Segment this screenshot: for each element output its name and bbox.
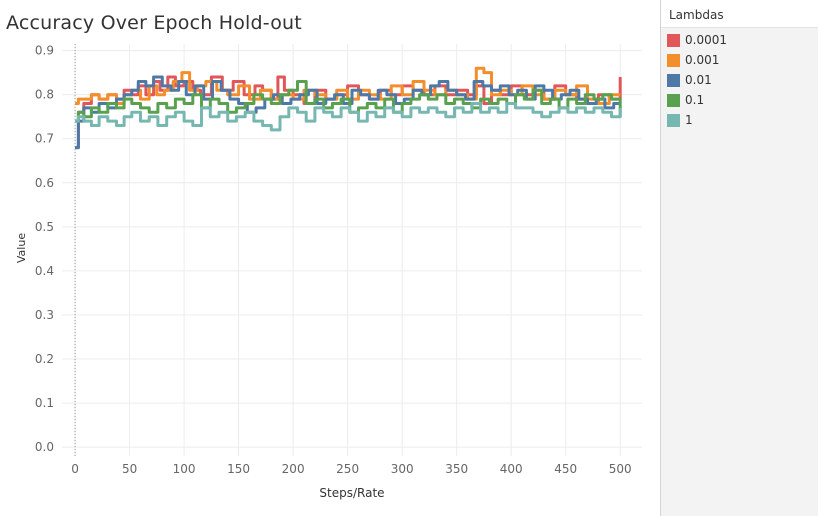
x-tick-label: 400: [500, 462, 523, 476]
x-tick-label: 100: [173, 462, 196, 476]
y-tick-label: 0.9: [35, 44, 54, 58]
x-tick-label: 50: [122, 462, 137, 476]
y-tick-label: 0.3: [35, 308, 54, 322]
x-tick-label: 350: [445, 462, 468, 476]
y-tick-label: 0.7: [35, 132, 54, 146]
series-line-1[interactable]: [75, 102, 622, 132]
legend-items: 0.0001 0.001 0.01 0.1 1: [661, 28, 818, 130]
legend-label: 0.01: [685, 73, 712, 87]
axis-layer: 0 50 100 150 200 250 300 350 400 450 500 0.0 0.1 0.2 0…: [35, 44, 632, 476]
y-tick-label: 0.5: [35, 220, 54, 234]
x-tick-label: 500: [609, 462, 632, 476]
legend-item[interactable]: 0.0001: [661, 30, 818, 50]
y-tick-label: 0.1: [35, 396, 54, 410]
legend-item[interactable]: 1: [661, 110, 818, 130]
y-tick-label: 0.2: [35, 352, 54, 366]
legend-label: 0.1: [685, 93, 705, 107]
legend-swatch: [667, 53, 680, 67]
chart-title: Accuracy Over Epoch Hold-out: [6, 12, 302, 34]
grid-layer: [62, 44, 642, 456]
x-tick-label: 250: [336, 462, 359, 476]
y-tick-label: 0.4: [35, 264, 54, 278]
legend-label: 0.0001: [685, 33, 727, 47]
series-layer: [75, 66, 622, 150]
plot-area: 0 50 100 150 200 250 300 350 400 450 500 0.0 0.1 0.2 0…: [15, 44, 642, 500]
x-tick-label: 0: [71, 462, 79, 476]
legend: Lambdas 0.0001 0.001 0.01 0.1 1: [660, 0, 818, 516]
x-tick-label: 450: [554, 462, 577, 476]
series-line-0.01[interactable]: [75, 75, 621, 150]
y-tick-label: 0.0: [35, 440, 54, 454]
legend-label: 0.001: [685, 53, 720, 67]
legend-label: 1: [685, 113, 693, 127]
x-axis-label: Steps/Rate: [319, 486, 384, 500]
x-tick-label: 150: [227, 462, 250, 476]
legend-title: Lambdas: [661, 0, 818, 28]
series-line-0.1[interactable]: [75, 80, 622, 123]
y-tick-label: 0.6: [35, 176, 54, 190]
legend-swatch: [667, 93, 680, 107]
legend-item[interactable]: 0.001: [661, 50, 818, 70]
y-tick-label: 0.8: [35, 88, 54, 102]
legend-item[interactable]: 0.1: [661, 90, 818, 110]
legend-swatch: [667, 33, 680, 47]
legend-item[interactable]: 0.01: [661, 70, 818, 90]
x-tick-label: 200: [282, 462, 305, 476]
legend-swatch: [667, 73, 680, 87]
y-axis-label: Value: [15, 233, 28, 263]
legend-swatch: [667, 113, 680, 127]
x-tick-label: 300: [391, 462, 414, 476]
